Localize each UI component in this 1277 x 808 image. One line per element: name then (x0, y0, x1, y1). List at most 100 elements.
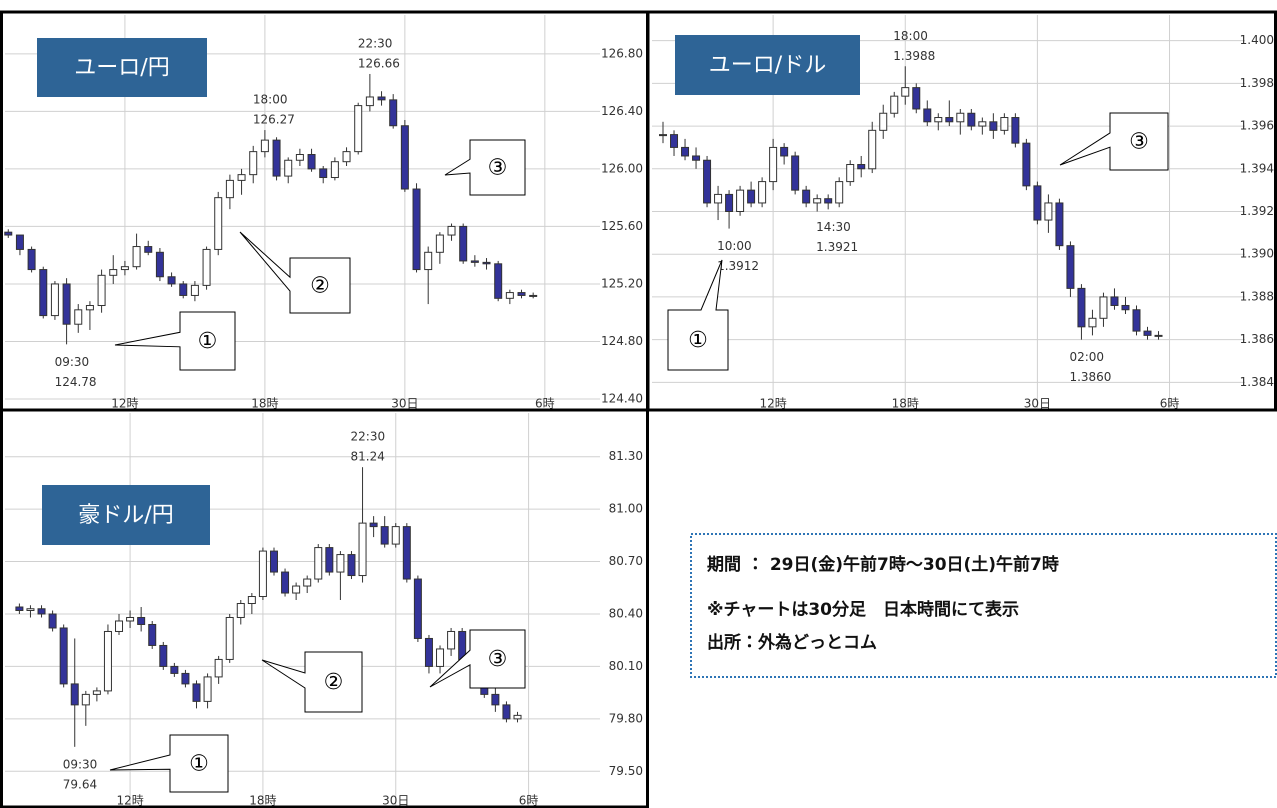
candle-body (769, 146, 778, 183)
candle-body (190, 284, 199, 296)
candle-body (725, 193, 734, 212)
candle-body (354, 105, 363, 153)
candle-body (517, 292, 526, 296)
callout-label: ② (310, 274, 330, 299)
info-box (690, 533, 1277, 678)
candle-body (269, 550, 278, 573)
callout-label: ③ (488, 156, 508, 181)
chart: 124.40 124.80 125.20 125.60 126.00 126.40 126.… (4, 15, 643, 411)
candle-body (945, 117, 954, 123)
candle-body (380, 526, 389, 545)
candle-body (692, 155, 701, 161)
candle-body (85, 305, 94, 311)
callout-label: ① (189, 752, 209, 777)
annotation-value: 126.66 (358, 56, 400, 70)
candle-body (81, 693, 90, 706)
candle-body (802, 189, 811, 204)
candle-body (342, 151, 351, 163)
candle-body (225, 616, 234, 660)
y-tick-label: 125.60 (601, 219, 643, 233)
candle-body (912, 87, 921, 110)
candle-body (1022, 142, 1031, 187)
candle-body (1143, 330, 1152, 336)
candle-body (249, 151, 258, 176)
candle-body (923, 108, 932, 123)
x-tick-label: 6時 (535, 397, 555, 411)
y-tick-label: 80.40 (609, 606, 643, 620)
candle-body (402, 526, 411, 580)
candle-body (137, 616, 146, 625)
candle-body (202, 248, 211, 286)
candle-body (181, 672, 190, 685)
annotation-value: 124.78 (55, 375, 97, 389)
y-tick-label: 1.400 (1240, 33, 1274, 47)
candle-body (491, 693, 500, 706)
candle-body (482, 261, 491, 265)
candle-body (59, 627, 68, 685)
candle-body (92, 690, 101, 695)
candle-body (159, 644, 168, 667)
candle-body (120, 266, 129, 271)
title-box (37, 38, 207, 97)
candle-body (791, 155, 800, 191)
annotation-value: 1.3860 (1069, 370, 1111, 384)
annotation-time: 18:00 (253, 93, 288, 107)
candle-body (424, 251, 433, 271)
candle-body (214, 197, 223, 250)
candle-body (747, 189, 756, 204)
candle-body (284, 159, 293, 177)
candle-body (330, 161, 339, 179)
annotation-value: 1.3988 (893, 49, 935, 63)
x-tick-label: 12時 (111, 397, 138, 411)
candle-body (70, 683, 79, 706)
candle-body (868, 129, 877, 170)
callout-bubble (1059, 112, 1169, 171)
x-tick-label: 30日 (1024, 397, 1051, 411)
candle-body (1088, 317, 1097, 328)
candle-body (74, 309, 83, 325)
candle-body (48, 613, 57, 629)
x-tick-label: 18時 (249, 794, 276, 808)
annotation-time: 09:30 (63, 757, 98, 771)
candle-body (389, 99, 398, 127)
candle-body (1000, 117, 1009, 131)
chart-title: 豪ドル/円 (78, 503, 173, 528)
annotation-time: 14:30 (816, 220, 851, 234)
candle-body (62, 283, 71, 325)
candle-body (214, 658, 223, 678)
y-tick-label: 1.388 (1240, 289, 1274, 303)
candle-body (670, 134, 679, 148)
x-tick-label: 6時 (519, 794, 539, 808)
candle-body (1132, 309, 1141, 332)
x-tick-label: 30日 (382, 794, 409, 808)
callout-bubble (429, 629, 526, 689)
candle-body (400, 125, 409, 190)
candle-body (435, 234, 444, 253)
candle-body (292, 585, 301, 594)
candle-body (502, 704, 511, 720)
y-tick-label: 1.398 (1240, 76, 1274, 90)
annotation-value: 79.64 (63, 777, 97, 791)
candle-body (391, 526, 400, 545)
candle-body (1066, 245, 1075, 289)
callout-label: ③ (488, 647, 508, 672)
y-tick-label: 80.10 (609, 659, 643, 673)
candle-body (192, 683, 201, 702)
panel-border (646, 10, 1277, 412)
y-tick-label: 79.80 (609, 711, 643, 725)
candle-body (37, 608, 46, 615)
candle-body (347, 554, 356, 577)
candle-body (1110, 296, 1119, 306)
candle-body (780, 146, 789, 157)
info-line: 期間 ： 29日(金)午前7時～30日(土)午前7時 (707, 554, 1059, 575)
candle-body (115, 620, 124, 632)
callout-bubble (667, 259, 729, 371)
annotation-time: 02:00 (1069, 350, 1104, 364)
candle-body (39, 269, 48, 317)
y-tick-label: 126.80 (601, 46, 643, 60)
candle-body (167, 276, 176, 285)
candle-body (236, 603, 245, 618)
candle-body (978, 121, 987, 127)
callout-label: ① (198, 329, 218, 354)
candle-body (901, 87, 910, 97)
